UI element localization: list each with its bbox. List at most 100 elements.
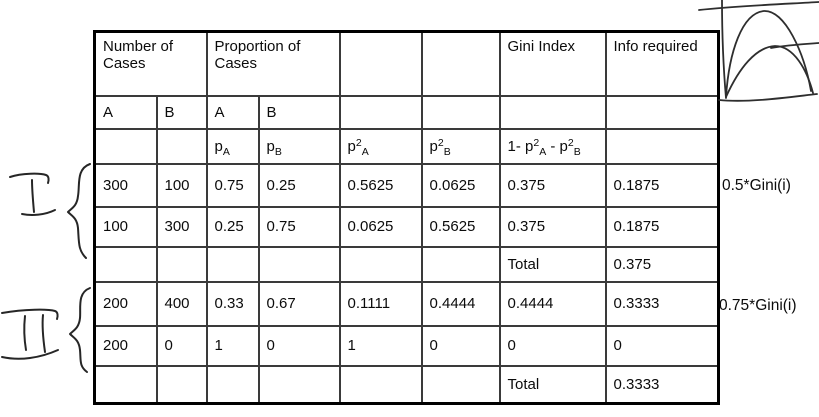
table-cell: 300	[155, 205, 208, 248]
table-cell: 0.1875	[604, 205, 720, 248]
table-cell	[93, 245, 158, 283]
table-cell	[604, 94, 720, 130]
table-cell: 100	[93, 205, 158, 248]
table-cell: A	[93, 94, 158, 130]
table-cell	[338, 245, 423, 283]
roman-numeral-two-bottom-sweep	[1, 349, 59, 360]
table-cell: 400	[155, 280, 208, 327]
table-cell: 0.25	[205, 205, 260, 248]
gini-table: Number of Cases Proportion of Cases Gini I…	[93, 30, 720, 405]
roman-numeral-two-top-bar	[1, 308, 59, 320]
table-cell: 0.1875	[604, 162, 720, 208]
table-cell: 0.4444	[420, 280, 501, 327]
table-cell: p2A	[338, 127, 423, 165]
sketch-vertical-axis	[721, 0, 727, 99]
table-cell: 200	[93, 280, 158, 327]
group1-roman-numeral-annotation	[9, 163, 91, 259]
group2-brace	[69, 287, 91, 373]
sketch-bottom-line	[718, 93, 818, 102]
table-header-row: Number of Cases Proportion of Cases Gini I…	[93, 30, 720, 97]
table-cell: 300	[93, 162, 158, 208]
table-cell	[257, 245, 341, 283]
table-header-cell: Proportion of Cases	[205, 30, 341, 97]
table-cell	[420, 245, 501, 283]
table-cell: 0	[257, 324, 341, 367]
roman-numeral-one-top-bar	[9, 172, 50, 184]
table-cell	[604, 127, 720, 165]
table-cell: 0.75	[257, 205, 341, 248]
table-cell: 0.375	[498, 205, 607, 248]
table-cell: Total	[498, 364, 607, 405]
sketch-tall-curve	[725, 10, 812, 98]
sketch-mid-line	[770, 42, 819, 49]
table-row: 300 100 0.75 0.25 0.5625 0.0625 0.375 0.1875	[93, 162, 720, 208]
table-cell: 0.33	[205, 280, 260, 327]
table-header-cell	[338, 30, 423, 97]
table-cell	[205, 364, 260, 405]
table-cell: 0.0625	[420, 162, 501, 208]
table-cell: p2B	[420, 127, 501, 165]
table-cell	[155, 127, 208, 165]
table-header-cell: Info required	[604, 30, 720, 97]
roman-numeral-two-stem-right	[41, 314, 46, 353]
table-cell	[93, 364, 158, 405]
table-cell: 0	[604, 324, 720, 367]
table-cell	[155, 245, 208, 283]
table-cell: 0	[498, 324, 607, 367]
table-row: 100 300 0.25 0.75 0.0625 0.5625 0.375 0.1875	[93, 205, 720, 248]
table-cell: 200	[93, 324, 158, 367]
table-cell: 100	[155, 162, 208, 208]
roman-numeral-one-stem	[31, 179, 35, 213]
table-cell	[498, 94, 607, 130]
table-cell: B	[155, 94, 208, 130]
group1-brace	[67, 163, 91, 259]
roman-numeral-two-stem-left	[23, 315, 27, 351]
table-cell: 0.0625	[338, 205, 423, 248]
sketch-top-line	[698, 1, 819, 11]
group2-gini-note: 0.75*Gini(i)	[719, 297, 797, 314]
table-row: pA pB p2A p2B 1- p2A - p2B	[93, 127, 720, 165]
table-header-cell: Number of Cases	[93, 30, 208, 97]
table-cell	[420, 364, 501, 405]
table-cell: 0.5625	[338, 162, 423, 208]
table-cell: 0.75	[205, 162, 260, 208]
table-cell: 0.3333	[604, 280, 720, 327]
table-cell: 0	[420, 324, 501, 367]
table-cell	[338, 94, 423, 130]
table-cell: 0	[155, 324, 208, 367]
table-cell	[420, 94, 501, 130]
table-cell: 0.5625	[420, 205, 501, 248]
table-cell: pB	[257, 127, 341, 165]
table-cell: 0.375	[604, 245, 720, 283]
table-row: Total 0.3333	[93, 364, 720, 405]
group1-gini-note: 0.5*Gini(i)	[722, 177, 791, 194]
table-cell: 0.3333	[604, 364, 720, 405]
table-cell: Total	[498, 245, 607, 283]
table-cell: 0.25	[257, 162, 341, 208]
table-cell	[155, 364, 208, 405]
table-cell: 1	[338, 324, 423, 367]
table-cell: 0.67	[257, 280, 341, 327]
table-row: 200 0 1 0 1 0 0 0	[93, 324, 720, 367]
table-cell	[93, 127, 158, 165]
table-cell	[257, 364, 341, 405]
table-cell: 1- p2A - p2B	[498, 127, 607, 165]
table-cell	[338, 364, 423, 405]
group2-roman-numeral-annotation	[1, 287, 91, 373]
table-row: 200 400 0.33 0.67 0.1111 0.4444 0.4444 0.3333	[93, 280, 720, 327]
sketch-short-curve	[725, 45, 814, 98]
table-cell: pA	[205, 127, 260, 165]
table-row: Total 0.375	[93, 245, 720, 283]
table-header-cell	[420, 30, 501, 97]
table-header-cell: Gini Index	[498, 30, 607, 97]
table-cell: 0.375	[498, 162, 607, 208]
table-cell	[205, 245, 260, 283]
table-cell: A	[205, 94, 260, 130]
roman-numeral-one-bottom-bar	[21, 209, 56, 216]
table-cell: 0.4444	[498, 280, 607, 327]
table-cell: B	[257, 94, 341, 130]
table-cell: 1	[205, 324, 260, 367]
